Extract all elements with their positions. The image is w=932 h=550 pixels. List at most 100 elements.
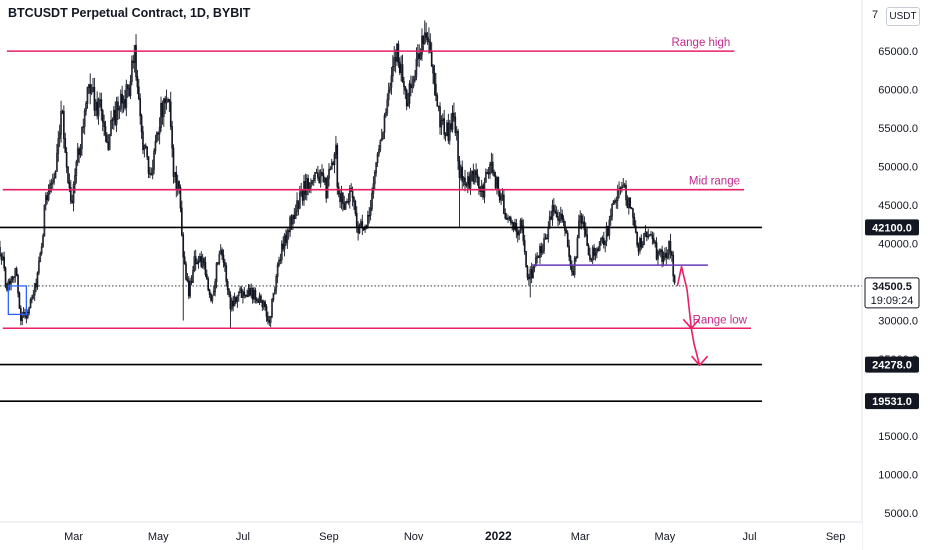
- candle: [671, 250, 673, 262]
- candle-body: [89, 84, 92, 94]
- candle-body: [76, 148, 79, 163]
- candle: [326, 175, 329, 199]
- candle-body: [378, 148, 380, 155]
- candle: [584, 222, 587, 238]
- candle: [269, 315, 272, 328]
- candle-body: [636, 231, 638, 246]
- candle-body: [50, 182, 53, 185]
- candle: [278, 256, 280, 268]
- candle-body: [601, 237, 604, 240]
- y-tick-label: 45000.0: [878, 200, 918, 212]
- candle: [393, 45, 396, 72]
- candle-body: [215, 262, 218, 283]
- candle: [604, 240, 607, 253]
- candle-body: [158, 126, 161, 135]
- candle: [215, 261, 218, 289]
- candle-body: [228, 289, 230, 296]
- candle: [640, 234, 643, 250]
- candle: [516, 227, 519, 243]
- candle-body: [444, 133, 447, 137]
- candle-body: [476, 174, 479, 179]
- candle: [244, 294, 247, 299]
- candle: [639, 236, 641, 255]
- candle-body: [276, 264, 279, 277]
- candle: [471, 170, 473, 182]
- candle-body: [501, 194, 504, 197]
- candle-body: [457, 130, 459, 162]
- candle: [551, 199, 554, 226]
- candle-body: [94, 101, 97, 111]
- candle-body: [468, 176, 471, 189]
- candle-body: [547, 227, 550, 239]
- candle: [38, 256, 40, 276]
- candle-body: [657, 252, 659, 260]
- candle: [416, 44, 419, 67]
- candle-body: [197, 260, 200, 264]
- candle-body: [441, 118, 444, 121]
- candle: [489, 161, 491, 179]
- candle: [460, 164, 462, 181]
- candle: [473, 169, 476, 185]
- candle: [433, 64, 436, 96]
- candle-body: [669, 241, 672, 253]
- candle: [314, 172, 316, 184]
- candle-body: [239, 288, 241, 293]
- candle: [18, 291, 21, 309]
- candle-body: [301, 190, 304, 201]
- price-tag: 19531.0: [865, 393, 919, 410]
- candle-body: [623, 184, 626, 187]
- candle-body: [633, 216, 636, 227]
- candle-body: [662, 256, 665, 262]
- candle-body: [246, 295, 248, 298]
- candle-body: [487, 172, 490, 175]
- candle: [63, 105, 65, 149]
- candle-body: [443, 118, 446, 135]
- candle: [190, 275, 193, 286]
- candle-body: [541, 249, 544, 253]
- candle-body: [397, 43, 400, 63]
- candle: [219, 244, 222, 255]
- candle: [380, 128, 383, 142]
- candle-body: [348, 188, 351, 202]
- candle: [169, 91, 172, 131]
- candle: [403, 76, 405, 95]
- candle: [57, 130, 60, 162]
- candle: [661, 245, 663, 268]
- candle: [242, 289, 244, 304]
- candle: [157, 131, 160, 141]
- candle-body: [383, 115, 386, 133]
- candle: [462, 176, 465, 187]
- currency-selector[interactable]: USDT: [886, 7, 920, 26]
- candle-body: [32, 294, 35, 299]
- candle-body: [379, 140, 382, 150]
- candle: [250, 283, 253, 299]
- candle: [353, 196, 355, 210]
- candle: [254, 287, 257, 304]
- candle-body: [178, 180, 180, 188]
- candle-body: [65, 151, 68, 168]
- candle: [33, 283, 36, 302]
- candle-body: [471, 171, 473, 175]
- candle: [58, 124, 61, 147]
- candle: [330, 158, 333, 170]
- candle-body: [346, 200, 348, 203]
- candle: [335, 135, 337, 159]
- candle-body: [400, 64, 402, 73]
- candle-body: [82, 125, 85, 128]
- candle: [659, 248, 662, 258]
- price-tag-label: 42100.0: [872, 222, 912, 234]
- candle-body: [142, 131, 144, 151]
- candle: [397, 40, 400, 68]
- candle: [164, 95, 167, 114]
- candle-body: [521, 219, 523, 227]
- candle-body: [637, 244, 640, 252]
- candle-body: [458, 160, 461, 178]
- candle-body: [596, 248, 598, 254]
- candle: [301, 190, 304, 206]
- candle: [447, 113, 450, 144]
- candle-body: [249, 288, 251, 296]
- candle: [491, 153, 494, 176]
- candle: [311, 180, 314, 186]
- candle: [657, 249, 659, 265]
